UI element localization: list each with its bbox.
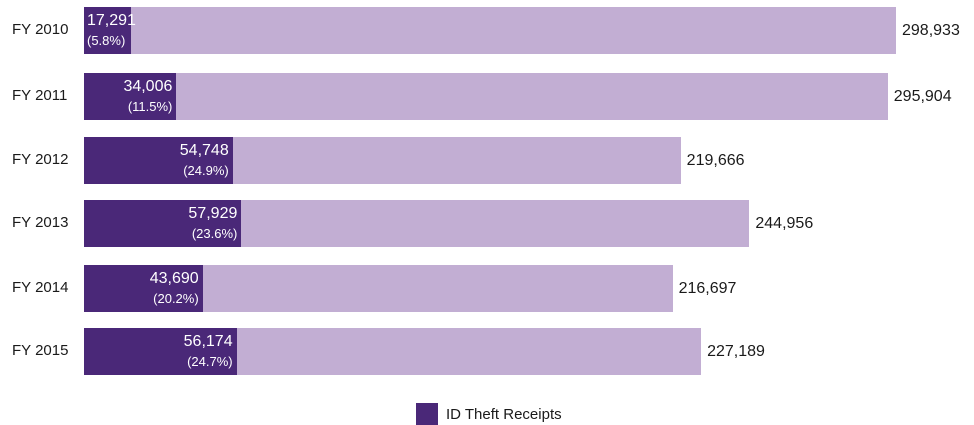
total-value-label: 216,697 <box>678 280 737 297</box>
id-theft-value-label: 43,690 <box>149 270 199 287</box>
category-label: FY 2010 <box>12 21 69 38</box>
total-value-label: 244,956 <box>755 215 814 232</box>
total-value-label: 298,933 <box>902 22 960 39</box>
id-theft-bar <box>84 73 177 120</box>
category-label: FY 2014 <box>12 279 69 296</box>
id-theft-percent-label: (11.5%) <box>127 99 173 114</box>
id-theft-value-label: 57,929 <box>188 205 238 222</box>
id-theft-percent-label: (23.6%) <box>191 226 238 241</box>
total-bar <box>84 7 896 54</box>
id-theft-bar <box>84 265 203 312</box>
id-theft-value-label: 54,748 <box>179 142 229 159</box>
legend: ID Theft Receipts <box>416 403 562 425</box>
id-theft-percent-label: (24.9%) <box>183 163 229 178</box>
id-theft-value-label: 17,291 <box>87 12 136 29</box>
id-theft-percent-label: (24.7%) <box>187 354 233 369</box>
total-bar <box>84 73 888 120</box>
id-theft-value-label: 56,174 <box>183 333 233 350</box>
id-theft-bar <box>84 200 242 247</box>
id-theft-percent-label: (5.8%) <box>87 33 126 48</box>
category-label: FY 2015 <box>12 342 69 359</box>
id-theft-bar <box>84 328 237 375</box>
total-value-label: 295,904 <box>893 88 952 105</box>
legend-label: ID Theft Receipts <box>446 405 562 423</box>
category-label: FY 2013 <box>12 214 69 231</box>
id-theft-percent-label: (20.2%) <box>153 291 199 306</box>
id-theft-bar <box>84 137 233 184</box>
category-label: FY 2011 <box>12 87 68 104</box>
id-theft-bar <box>84 7 131 54</box>
category-label: FY 2012 <box>12 151 69 168</box>
legend-swatch <box>416 403 438 425</box>
total-value-label: 219,666 <box>686 152 745 169</box>
total-value-label: 227,189 <box>707 343 765 360</box>
id-theft-value-label: 34,006 <box>123 78 173 95</box>
